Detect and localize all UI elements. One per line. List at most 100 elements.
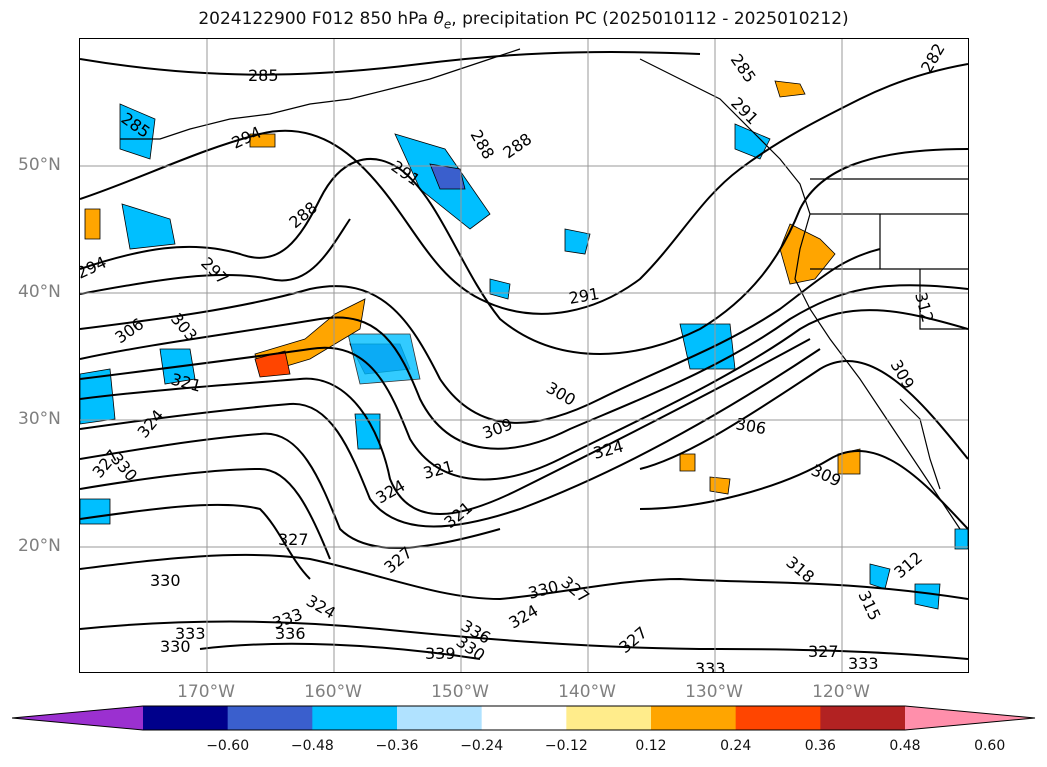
contour-label: 294 bbox=[80, 252, 109, 282]
contour-label: 288 bbox=[285, 198, 321, 232]
anomaly-orange bbox=[249, 133, 276, 148]
anomaly-blue bbox=[734, 123, 771, 160]
lon-label-160w: 160°W bbox=[304, 682, 362, 702]
colorbar-segment bbox=[820, 706, 906, 730]
anomaly-blue bbox=[429, 163, 466, 190]
contour-327 bbox=[80, 450, 968, 580]
colorbar-segment bbox=[312, 706, 398, 730]
colorbar-segment bbox=[735, 706, 821, 730]
contour-label: 291 bbox=[727, 93, 762, 128]
colorbar-tick-label: −0.48 bbox=[290, 738, 334, 754]
contour-label: 306 bbox=[111, 314, 147, 347]
contour-336 bbox=[199, 642, 481, 660]
contour-label: 288 bbox=[499, 129, 535, 162]
lat-label-20n: 20°N bbox=[18, 536, 61, 556]
alaska-coast bbox=[120, 48, 521, 140]
contour-label: 324 bbox=[134, 406, 168, 442]
colorbar-segment bbox=[651, 706, 737, 730]
contour-label: 327 bbox=[808, 642, 839, 661]
contour-label: 300 bbox=[543, 378, 579, 410]
contour-291 bbox=[80, 63, 968, 315]
colorbar-tick-label: 0.60 bbox=[974, 738, 1006, 754]
state-border bbox=[810, 213, 968, 330]
contour-label: 321 bbox=[421, 457, 455, 483]
lat-label-40n: 40°N bbox=[18, 282, 61, 302]
contour-label: 282 bbox=[917, 40, 949, 76]
contour-label: 315 bbox=[854, 588, 884, 624]
anomaly-blue bbox=[954, 528, 968, 550]
map-panel: 285 285 285 282 288 288 288 291 291 291 … bbox=[79, 38, 969, 673]
colorbar-segment bbox=[143, 706, 229, 730]
anomaly-orange bbox=[709, 476, 731, 495]
colorbar-tick-label: 0.12 bbox=[635, 738, 667, 754]
contour-label: 297 bbox=[197, 253, 232, 288]
anomaly-blue bbox=[354, 413, 381, 450]
theta-e-contours bbox=[80, 51, 968, 660]
contour-label: 288 bbox=[467, 127, 499, 163]
contour-label: 321 bbox=[169, 370, 203, 396]
contour-324 bbox=[80, 360, 968, 560]
contour-label: 318 bbox=[782, 553, 818, 587]
lon-label-130w: 130°W bbox=[685, 682, 743, 702]
anomaly-blue bbox=[80, 498, 111, 525]
anomaly-blue bbox=[914, 583, 941, 610]
colorbar-tick-label: 0.24 bbox=[720, 738, 752, 754]
anomaly-blue bbox=[679, 323, 736, 370]
colorbar-tick-label: −0.36 bbox=[375, 738, 419, 754]
colorbar bbox=[12, 705, 1036, 731]
anomaly-blue bbox=[869, 563, 891, 590]
anomaly-blue bbox=[489, 278, 511, 300]
contour-333 bbox=[80, 620, 968, 660]
anomaly-orange bbox=[774, 80, 806, 98]
contour-label: 330 bbox=[160, 637, 191, 656]
contour-306 bbox=[80, 284, 968, 450]
contour-label: 312 bbox=[911, 290, 937, 324]
contour-312 bbox=[80, 338, 811, 515]
baja-coast bbox=[899, 398, 941, 490]
contour-300 bbox=[80, 248, 881, 424]
anomaly-orange bbox=[84, 208, 101, 240]
contour-label: 333 bbox=[695, 659, 726, 672]
contour-label: 324 bbox=[506, 601, 542, 633]
contour-label: 309 bbox=[480, 414, 515, 442]
anomaly-blue bbox=[121, 203, 176, 250]
contour-309 bbox=[80, 309, 968, 481]
contour-label: 327 bbox=[615, 623, 651, 657]
colorbar-segment bbox=[566, 706, 652, 730]
colorbar-segment bbox=[227, 706, 313, 730]
contour-330 bbox=[80, 553, 968, 601]
precip-shading bbox=[80, 80, 968, 610]
anomaly-blue bbox=[564, 228, 591, 255]
colorbar-tick-label: −0.12 bbox=[544, 738, 588, 754]
lon-label-150w: 150°W bbox=[431, 682, 489, 702]
contour-318 bbox=[80, 348, 821, 528]
contour-label: 336 bbox=[275, 624, 306, 643]
contour-label: 330 bbox=[526, 577, 560, 603]
contour-285 bbox=[80, 51, 701, 76]
contour-321 bbox=[80, 432, 501, 549]
colorbar-extend-low bbox=[12, 706, 143, 730]
lon-label-170w: 170°W bbox=[177, 682, 235, 702]
contour-label: 339 bbox=[425, 644, 456, 663]
contour-label: 285 bbox=[727, 50, 760, 86]
contour-label: 312 bbox=[890, 548, 926, 582]
contour-label: 333 bbox=[175, 624, 206, 643]
contour-label: 327 bbox=[278, 530, 309, 549]
lat-label-50n: 50°N bbox=[18, 155, 61, 175]
coastlines bbox=[120, 48, 968, 530]
contour-label: 294 bbox=[229, 122, 265, 152]
colorbar-tick-label: 0.36 bbox=[804, 738, 836, 754]
contour-label: 309 bbox=[887, 357, 919, 393]
graticule bbox=[80, 39, 968, 672]
contour-labels: 285 285 285 282 288 288 288 291 291 291 … bbox=[80, 40, 949, 672]
contour-label: 306 bbox=[734, 414, 767, 438]
contour-294 bbox=[80, 148, 968, 355]
anomaly-blue bbox=[119, 103, 156, 160]
north-america-coast bbox=[639, 58, 961, 530]
lat-label-30n: 30°N bbox=[18, 409, 61, 429]
contour-label: 333 bbox=[848, 654, 879, 672]
colorbar-outline bbox=[12, 705, 1036, 731]
lon-label-140w: 140°W bbox=[558, 682, 616, 702]
contour-297 bbox=[80, 218, 351, 295]
lon-label-120w: 120°W bbox=[812, 682, 870, 702]
